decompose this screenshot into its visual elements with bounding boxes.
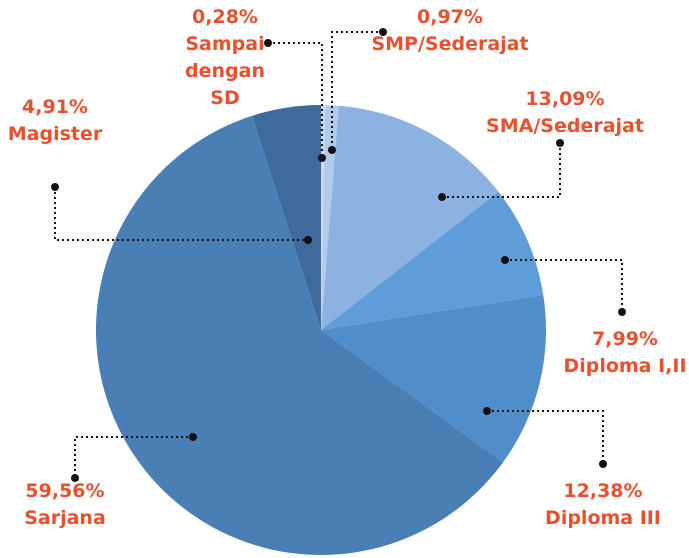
value-label: 0,97% bbox=[417, 6, 483, 28]
category-label: Magister bbox=[7, 123, 103, 145]
leader-dot bbox=[71, 474, 79, 482]
leader-dot bbox=[618, 308, 626, 316]
leader-line bbox=[268, 42, 323, 158]
slice-label: 13,09% SMA/Sederajat bbox=[470, 86, 660, 140]
category-label: Diploma III bbox=[545, 507, 661, 529]
pie-slice bbox=[321, 191, 544, 330]
leader-dot bbox=[379, 28, 387, 36]
leader-line bbox=[331, 31, 383, 150]
pie-slice bbox=[321, 105, 339, 330]
leader-dot bbox=[483, 407, 491, 415]
leader-dot bbox=[599, 460, 607, 468]
value-label: 7,99% bbox=[592, 328, 658, 350]
leader-dot bbox=[556, 139, 564, 147]
category-label: Sarjana bbox=[24, 507, 106, 529]
leader-line bbox=[487, 410, 604, 464]
category-label: SMA/Sederajat bbox=[486, 115, 644, 137]
leader-dot bbox=[304, 236, 312, 244]
leader-dot bbox=[318, 154, 326, 162]
value-label: 13,09% bbox=[525, 88, 605, 110]
leader-line bbox=[505, 259, 623, 312]
leader-line bbox=[74, 436, 193, 478]
pie-slice bbox=[321, 295, 546, 463]
leader-dot bbox=[438, 193, 446, 201]
pie-slice bbox=[96, 115, 504, 555]
slice-label: 7,99% Diploma I,II bbox=[545, 326, 689, 380]
value-label: 12,38% bbox=[563, 480, 643, 502]
leader-dot bbox=[328, 146, 336, 154]
leader-dot bbox=[189, 433, 197, 441]
leader-dot bbox=[501, 256, 509, 264]
category-label: Sampai dengan SD bbox=[185, 33, 265, 109]
category-label: Diploma I,II bbox=[563, 355, 687, 377]
slice-label: 59,56% Sarjana bbox=[0, 478, 130, 532]
category-label: SMP/Sederajat bbox=[371, 33, 529, 55]
leader-dot bbox=[264, 39, 272, 47]
slice-label: 4,91% Magister bbox=[0, 94, 110, 148]
value-label: 0,28% bbox=[192, 6, 258, 28]
leader-dot bbox=[51, 183, 59, 191]
pie-slice bbox=[321, 105, 499, 330]
slice-label: 0,28% Sampai dengan SD bbox=[170, 4, 280, 112]
slice-label: 0,97% SMP/Sederajat bbox=[355, 4, 545, 58]
value-label: 59,56% bbox=[25, 480, 105, 502]
leader-line bbox=[54, 187, 308, 241]
pie-slice bbox=[252, 105, 321, 330]
slice-label: 12,38% Diploma III bbox=[528, 478, 678, 532]
value-label: 4,91% bbox=[22, 96, 88, 118]
